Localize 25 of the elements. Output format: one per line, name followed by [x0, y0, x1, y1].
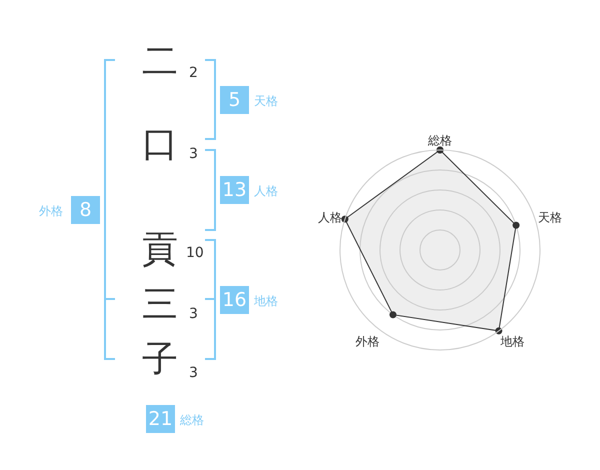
data-label: 2	[189, 65, 198, 81]
category-label: 貢	[141, 229, 179, 270]
text: 総格	[180, 413, 204, 427]
category-label: 二	[141, 41, 179, 82]
category-label: 口	[141, 124, 179, 165]
spoke-label: 人格	[318, 210, 342, 224]
data-label: 10	[186, 245, 204, 261]
text: 13	[220, 176, 249, 204]
text: 天格	[254, 94, 278, 108]
text: 地格	[254, 294, 278, 308]
spoke-label: 総格	[427, 134, 452, 148]
spoke-label: 天格	[538, 210, 562, 224]
text: 外格	[39, 204, 63, 218]
data-label: 3	[189, 306, 198, 322]
spoke-label: 外格	[356, 334, 380, 348]
data-label: 3	[189, 146, 198, 162]
text: 5	[220, 86, 249, 114]
text: 21	[146, 405, 175, 433]
data-label: 3	[189, 365, 198, 381]
text: 人格	[254, 184, 278, 198]
category-label: 子	[141, 339, 179, 380]
category-label: 三	[141, 284, 179, 325]
text: 8	[71, 196, 100, 224]
text: 16	[220, 286, 249, 314]
spoke-label: 地格	[499, 334, 524, 348]
